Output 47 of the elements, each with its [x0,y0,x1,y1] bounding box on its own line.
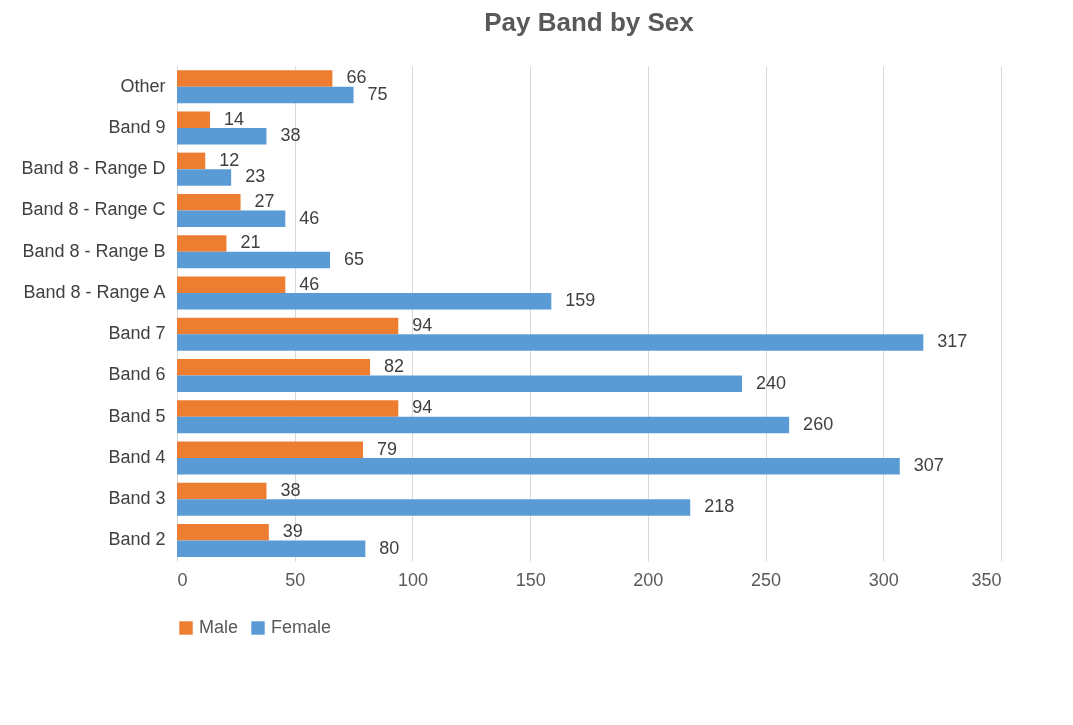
y-tick-label: Band 8 - Range A [23,281,166,302]
data-label: 317 [937,331,968,352]
data-label: 46 [299,273,320,294]
y-tick-label: Band 2 [108,529,166,550]
data-label: 46 [299,207,320,228]
x-tick-label: 350 [971,569,1002,590]
data-label: 159 [565,290,596,311]
data-label: 307 [913,455,944,476]
data-label: 94 [412,314,433,335]
y-tick-label: Band 5 [108,405,166,426]
x-tick-label: 250 [751,569,782,590]
data-label: 23 [245,166,266,187]
data-label: 65 [344,248,365,269]
x-tick-label: 200 [633,569,664,590]
data-label: 21 [240,232,261,253]
data-label: 240 [756,372,787,393]
data-label: 260 [803,413,834,434]
data-label: 14 [223,108,244,129]
chart-title: Pay Band by Sex [484,7,695,37]
data-label: 66 [346,67,367,88]
x-tick-label: 0 [177,569,188,590]
data-label: 80 [379,537,400,558]
y-tick-label: Other [120,75,166,96]
x-tick-label: 50 [285,569,306,590]
data-label: 39 [282,521,303,542]
data-label: 94 [412,397,433,418]
x-tick-label: 150 [515,569,546,590]
data-label: 12 [219,149,240,170]
x-tick-label: 300 [868,569,899,590]
y-tick-label: Band 8 - Range D [21,158,166,179]
data-label: 82 [384,356,405,377]
data-label: 38 [280,479,301,500]
legend-label: Male [199,617,239,637]
legend-label: Female [271,617,332,637]
y-tick-label: Band 9 [108,116,166,137]
y-tick-label: Band 4 [108,446,166,467]
data-label: 218 [704,496,735,517]
y-tick-label: Band 3 [108,488,166,509]
y-tick-label: Band 6 [108,364,166,385]
y-tick-label: Band 8 - Range C [21,199,166,220]
x-tick-label: 100 [397,569,428,590]
data-label: 79 [376,438,398,459]
y-tick-label: Band 7 [108,323,166,344]
data-label: 38 [280,125,301,146]
data-label: 75 [367,83,388,104]
y-tick-label: Band 8 - Range B [22,240,166,261]
data-label: 27 [254,191,275,212]
